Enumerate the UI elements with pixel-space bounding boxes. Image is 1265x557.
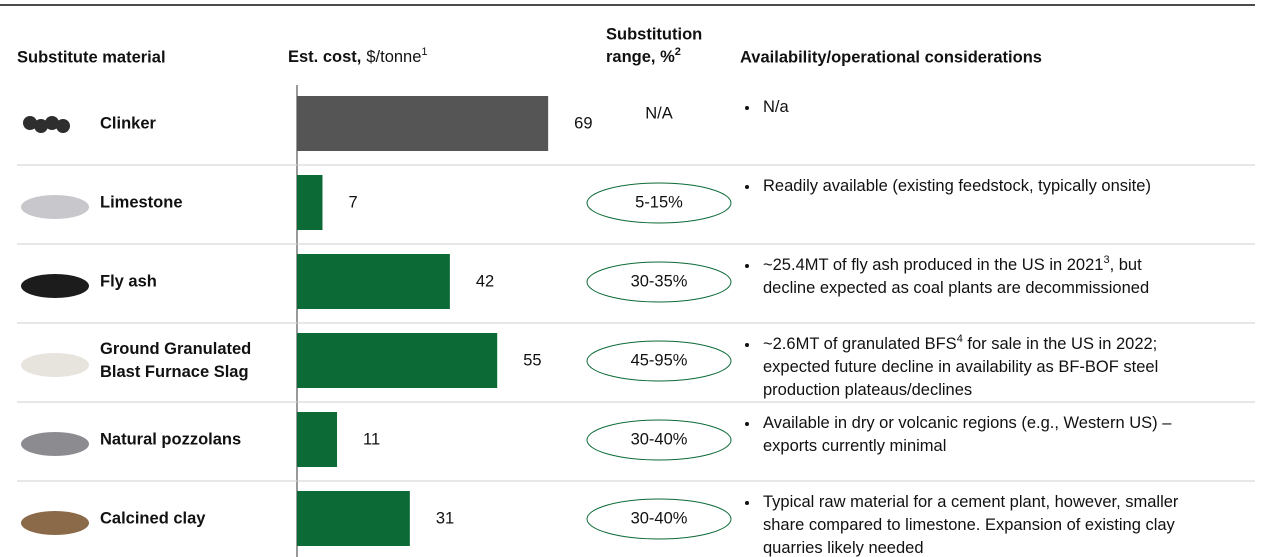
consideration-line: exports currently minimal bbox=[763, 437, 946, 455]
text-part: Available in dry or volcanic regions (e.… bbox=[763, 414, 1172, 432]
header-cost-unit: $/tonne bbox=[366, 48, 421, 66]
bullet bbox=[745, 185, 749, 189]
range-text: 30-40% bbox=[631, 509, 688, 527]
pile bbox=[21, 353, 89, 377]
header-range: Substitution bbox=[606, 25, 702, 43]
pellet bbox=[34, 119, 48, 133]
material-icon bbox=[23, 116, 70, 133]
text-part: N/a bbox=[763, 98, 790, 116]
pile bbox=[21, 195, 89, 219]
text-part: ~25.4MT of fly ash produced in the US in… bbox=[763, 256, 1103, 274]
header-range: range, %2 bbox=[606, 46, 681, 66]
range-oval bbox=[586, 340, 732, 382]
consideration-line: expected future decline in availability … bbox=[763, 358, 1158, 376]
bullet bbox=[745, 501, 749, 505]
material-name: Ground Granulated bbox=[100, 340, 251, 358]
material-icon bbox=[21, 195, 89, 219]
cost-bar bbox=[297, 412, 338, 467]
text-part: quarries likely needed bbox=[763, 539, 924, 557]
consideration-line: share compared to limestone. Expansion o… bbox=[763, 516, 1176, 534]
material-icon bbox=[21, 432, 89, 456]
pellet bbox=[56, 119, 70, 133]
header-material: Substitute material bbox=[17, 48, 166, 66]
bullet bbox=[745, 106, 749, 110]
text-part: share compared to limestone. Expansion o… bbox=[763, 516, 1176, 534]
footnote-ref: 4 bbox=[957, 333, 963, 345]
material-icon bbox=[21, 274, 89, 298]
text-part: decline expected as coal plants are deco… bbox=[763, 279, 1149, 297]
range-oval bbox=[586, 419, 732, 461]
text-part: ~2.6MT of granulated BFS bbox=[763, 335, 957, 353]
material-name: Limestone bbox=[100, 193, 183, 211]
cost-label: 69 bbox=[574, 114, 592, 132]
range-text: 30-35% bbox=[631, 272, 688, 290]
text-part: , but bbox=[1110, 256, 1143, 274]
cost-label: 7 bbox=[348, 193, 357, 211]
header-cost-label: Est. cost, bbox=[288, 48, 361, 66]
cost-bar bbox=[297, 96, 549, 151]
text-part: for sale in the US in 2022; bbox=[963, 335, 1157, 353]
text-part: Typical raw material for a cement plant,… bbox=[763, 493, 1179, 511]
header-cost: Est. cost, $/tonne1 bbox=[288, 46, 428, 66]
cost-label: 55 bbox=[523, 351, 541, 369]
cost-label: 42 bbox=[476, 272, 494, 290]
footnote-ref: 3 bbox=[1103, 254, 1109, 266]
consideration-line: quarries likely needed bbox=[763, 539, 924, 557]
material-name: Calcined clay bbox=[100, 509, 206, 527]
range-oval bbox=[586, 182, 732, 224]
material-name: Fly ash bbox=[100, 272, 157, 290]
header-cost-note: 1 bbox=[421, 46, 427, 58]
range-oval bbox=[586, 498, 732, 540]
material-icon bbox=[21, 353, 89, 377]
header-range-2: range, % bbox=[606, 48, 675, 66]
consideration-line: Typical raw material for a cement plant,… bbox=[763, 493, 1179, 511]
pile bbox=[21, 511, 89, 535]
cost-bar bbox=[297, 254, 450, 309]
header-range-note: 2 bbox=[675, 46, 681, 58]
consideration-line: decline expected as coal plants are deco… bbox=[763, 279, 1149, 297]
cost-bar bbox=[297, 491, 410, 546]
material-name: Natural pozzolans bbox=[100, 430, 241, 448]
consideration-line: ~2.6MT of granulated BFS4 for sale in th… bbox=[763, 333, 1157, 353]
pellet bbox=[45, 116, 59, 130]
cost-bar bbox=[297, 175, 323, 230]
consideration-line: production plateaus/declines bbox=[763, 381, 972, 399]
pellet bbox=[23, 116, 37, 130]
text-part: expected future decline in availability … bbox=[763, 358, 1158, 376]
material-name: Blast Furnace Slag bbox=[100, 363, 249, 381]
pile bbox=[21, 432, 89, 456]
range-text: 45-95% bbox=[631, 351, 688, 369]
material-icon bbox=[21, 511, 89, 535]
material-name: Clinker bbox=[100, 114, 157, 132]
consideration-line: ~25.4MT of fly ash produced in the US in… bbox=[763, 254, 1142, 274]
text-part: Readily available (existing feedstock, t… bbox=[763, 177, 1151, 195]
header-considerations: Availability/operational considerations bbox=[740, 48, 1042, 66]
pile bbox=[21, 274, 89, 298]
bullet bbox=[745, 343, 749, 347]
range-text: 30-40% bbox=[631, 430, 688, 448]
range-text: N/A bbox=[645, 104, 673, 122]
text-part: exports currently minimal bbox=[763, 437, 946, 455]
cost-label: 11 bbox=[363, 430, 380, 448]
consideration-line: N/a bbox=[763, 98, 790, 116]
bullet bbox=[745, 264, 749, 268]
cost-bar bbox=[297, 333, 498, 388]
text-part: production plateaus/declines bbox=[763, 381, 972, 399]
range-text: 5-15% bbox=[635, 193, 683, 211]
consideration-line: Available in dry or volcanic regions (e.… bbox=[763, 414, 1172, 432]
consideration-line: Readily available (existing feedstock, t… bbox=[763, 177, 1151, 195]
cost-label: 31 bbox=[436, 509, 454, 527]
range-oval bbox=[586, 261, 732, 303]
bullet bbox=[745, 422, 749, 426]
